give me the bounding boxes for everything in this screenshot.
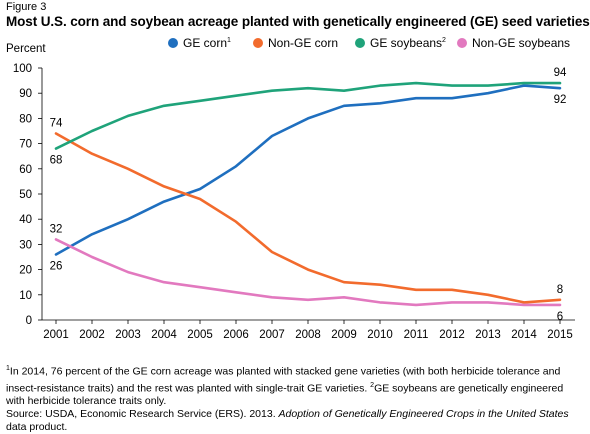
footnote-marker-1: 1	[6, 365, 10, 372]
data-label: 32	[50, 223, 63, 235]
source-prefix: Source: USDA, Economic Research Service …	[6, 408, 279, 420]
y-tick-label: 0	[26, 315, 32, 327]
series-line-ge-soybeans	[54, 81, 562, 150]
x-tick-label: 2006	[223, 329, 249, 341]
data-label: 8	[557, 284, 563, 296]
y-tick-label: 60	[19, 164, 32, 176]
x-tick-label: 2003	[115, 329, 141, 341]
x-tick-label: 2005	[187, 329, 213, 341]
x-tick-label: 2010	[367, 329, 393, 341]
legend-marker	[457, 38, 467, 48]
x-tick-label: 2008	[295, 329, 321, 341]
footnote-text-2: GE soybeans are genetically engineered w…	[6, 382, 564, 407]
y-tick-label: 40	[19, 214, 32, 226]
y-tick-label: 100	[13, 63, 32, 75]
data-label: 6	[557, 311, 563, 323]
y-axis-label: Percent	[6, 43, 46, 55]
data-label: 68	[50, 155, 63, 167]
x-tick-label: 2004	[151, 329, 177, 341]
series-line-ge-corn	[54, 84, 562, 256]
legend-marker	[253, 38, 263, 48]
source-suffix: data product.	[6, 421, 68, 433]
chart-title: Most U.S. corn and soybean acreage plant…	[6, 14, 590, 29]
footnote: 1In 2014, 76 percent of the GE corn acre…	[6, 362, 584, 408]
source-note: Source: USDA, Economic Research Service …	[6, 408, 584, 434]
y-tick-label: 20	[19, 265, 32, 277]
x-tick-label: 2012	[439, 329, 465, 341]
y-tick-label: 80	[19, 113, 32, 125]
x-tick-label: 2001	[43, 329, 69, 341]
line-chart: Percent 0 10 20 30 40 50 60 70 80 90 100 2001 2002 200…	[6, 36, 575, 341]
legend-marker	[168, 38, 178, 48]
x-tick-label: 2011	[404, 329, 429, 341]
y-tick-label: 10	[19, 290, 32, 302]
x-tick-label: 2015	[547, 329, 573, 341]
data-label: 92	[554, 94, 567, 106]
legend-label: Non-GE corn	[268, 36, 338, 50]
y-tick-label: 50	[19, 189, 32, 201]
y-tick-label: 70	[19, 139, 32, 151]
legend-label: GE corn1	[183, 36, 231, 50]
footnote-text-1: In 2014, 76 percent of the GE corn acrea…	[6, 365, 561, 395]
data-label: 74	[50, 118, 63, 130]
x-tick-label: 2007	[259, 329, 285, 341]
x-tick-label: 2009	[331, 329, 357, 341]
footnote-marker-2: 2	[370, 381, 375, 389]
x-tick-label: 2002	[79, 329, 105, 341]
legend-marker	[355, 38, 365, 48]
series-line-non-ge-corn	[54, 132, 562, 304]
y-tick-label: 30	[19, 239, 32, 251]
chart-notes: 1In 2014, 76 percent of the GE corn acre…	[6, 362, 584, 434]
legend-label: Non-GE soybeans	[472, 36, 570, 50]
source-title: Adoption of Genetically Engineered Crops…	[278, 408, 569, 420]
x-tick-label: 2014	[511, 329, 537, 341]
legend-label: GE soybeans2	[370, 36, 446, 50]
data-label: 26	[50, 260, 63, 272]
figure-label: Figure 3	[6, 1, 47, 13]
data-label: 94	[554, 67, 567, 79]
x-tick-label: 2013	[475, 329, 501, 341]
series-line-non-ge-soybeans	[54, 238, 562, 307]
y-tick-label: 90	[19, 88, 32, 100]
